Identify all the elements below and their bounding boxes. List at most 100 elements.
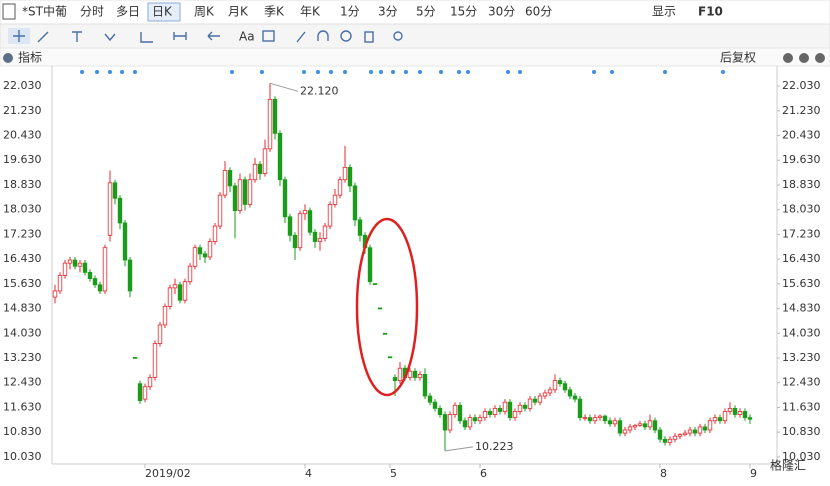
adjust-mode[interactable]: 后复权 [720,51,756,65]
candle-body [592,417,598,422]
event-marker[interactable] [518,70,522,74]
candle-body [667,438,673,443]
candle-body [372,283,378,285]
candle-body [637,423,643,426]
period-tab[interactable]: 分时 [80,5,104,19]
candle-body [697,426,703,434]
event-marker[interactable] [95,70,99,74]
candle-body [432,401,438,409]
candle-body [412,370,418,378]
y-tick-label: 22.030 [3,79,42,92]
period-tab[interactable]: 3分 [378,5,398,19]
indicator-toggle[interactable] [3,53,13,63]
event-marker[interactable] [316,70,320,74]
event-marker[interactable] [721,70,725,74]
event-marker[interactable] [120,70,124,74]
candle-body [742,411,748,419]
candle-body [247,179,253,205]
period-tab[interactable]: 多日 [116,5,140,19]
event-marker[interactable] [343,70,347,74]
chart-tool[interactable] [140,32,153,43]
event-marker[interactable] [466,70,470,74]
candle-body [92,278,98,286]
candle-body [622,429,628,434]
y2-tick-label: 10.830 [782,425,821,438]
sidebar-toggle[interactable] [2,3,16,20]
measure-tool[interactable] [173,32,187,40]
close-indicator[interactable] [815,53,825,63]
delete-tool[interactable] [364,31,374,43]
wave-tool[interactable] [104,33,116,42]
event-marker[interactable] [418,70,422,74]
event-marker[interactable] [439,70,443,74]
event-marker[interactable] [108,70,112,74]
period-tab[interactable]: 15分 [450,5,477,19]
y2-tick-label: 11.630 [782,400,821,413]
note-tool[interactable] [262,30,275,42]
event-marker[interactable] [391,70,395,74]
y2-tick-label: 13.230 [782,351,821,364]
candle-body [707,420,713,431]
period-tab[interactable]: 日K [152,5,173,19]
candle-body [172,284,178,289]
plot: 10.030 10.030 10.830 10.830 11.630 11.630 12.4… [3,2,821,480]
period-tab[interactable]: 周K [194,5,215,19]
candle-body [377,307,383,310]
period-tab[interactable]: 60分 [525,5,552,19]
zoom-out[interactable] [799,53,809,63]
f10-button[interactable]: F10 [698,5,723,19]
candle-body [612,420,618,425]
event-marker[interactable] [369,70,373,74]
candle-body [662,438,668,443]
zoom-in[interactable] [783,53,793,63]
event-marker[interactable] [457,70,461,74]
candle-body [392,377,398,381]
fib-tool[interactable] [72,31,82,42]
candle-body [87,272,93,279]
text-tool[interactable]: Aa [239,30,255,44]
event-marker[interactable] [610,70,614,74]
drawing-tools [8,28,403,44]
event-marker[interactable] [329,70,333,74]
event-marker[interactable] [663,70,667,74]
period-tab[interactable]: 1分 [340,5,360,19]
candle-body [632,424,638,428]
event-marker[interactable] [506,70,510,74]
period-tab[interactable]: 30分 [488,5,515,19]
display-menu[interactable]: 显示 [652,5,676,19]
pen-tool[interactable] [296,31,306,43]
candle-body [657,429,663,440]
candle-body [72,259,78,267]
x-tick-label: 6 [480,467,487,480]
candle-body [242,179,248,205]
line-tool[interactable] [37,31,49,43]
candle-body [682,432,688,436]
period-tab[interactable]: 月K [228,5,249,19]
candle-body [457,404,463,422]
candle-body [462,420,468,428]
period-tab[interactable]: 季K [264,5,285,19]
event-marker[interactable] [379,70,383,74]
indicator-label[interactable]: 指标 [18,50,42,65]
event-marker[interactable] [133,70,137,74]
event-marker[interactable] [80,70,84,74]
stock-name[interactable]: *ST中葡 [22,4,67,19]
magnet-tool[interactable] [317,30,329,41]
candle-body [157,324,163,344]
candle-body [427,395,433,403]
event-marker[interactable] [302,70,306,74]
toggle-tool[interactable] [393,31,403,41]
arrow-tool[interactable] [207,31,220,41]
event-marker[interactable] [592,70,596,74]
annotation-label: 22.120 [300,84,339,97]
event-marker[interactable] [404,70,408,74]
y-tick-label: 16.430 [3,252,42,265]
candle-body [297,213,303,249]
period-tab[interactable]: 年K [300,5,321,19]
candle-body [367,247,373,283]
event-marker[interactable] [260,70,264,74]
eye-tool[interactable] [340,30,352,42]
event-marker[interactable] [230,70,234,74]
candle-body [332,194,338,205]
period-tab[interactable]: 5分 [416,5,436,19]
